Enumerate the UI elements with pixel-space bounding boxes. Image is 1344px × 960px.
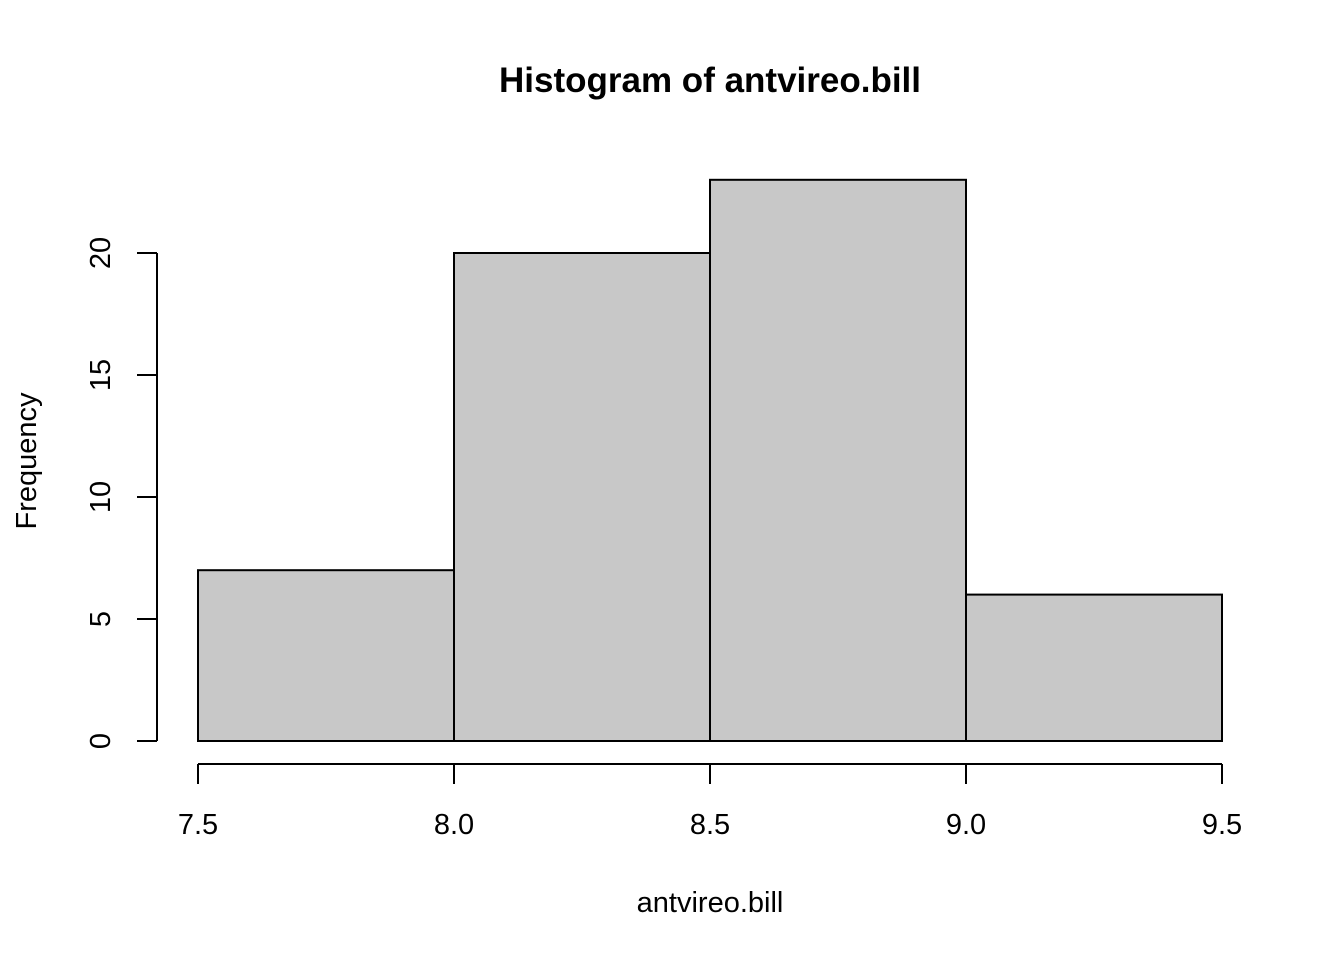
histogram-bar-1 bbox=[197, 569, 455, 743]
y-axis-label: Frequency bbox=[11, 392, 43, 530]
histogram-bar-3 bbox=[709, 178, 967, 743]
x-tick-label: 9.0 bbox=[946, 809, 986, 841]
x-tick-label: 8.0 bbox=[434, 809, 474, 841]
x-axis-label: antvireo.bill bbox=[637, 887, 784, 919]
y-tick-label: 20 bbox=[85, 237, 117, 269]
chart-title: Histogram of antvireo.bill bbox=[499, 61, 921, 100]
x-tick-label: 8.5 bbox=[690, 809, 730, 841]
y-axis: 0 5 10 15 20 bbox=[85, 237, 158, 749]
x-tick-label: 9.5 bbox=[1202, 809, 1242, 841]
histogram-bar-2 bbox=[453, 252, 711, 742]
y-tick-label: 10 bbox=[85, 481, 117, 513]
y-tick-label: 5 bbox=[85, 611, 117, 627]
bars-group bbox=[197, 178, 1223, 743]
x-axis: 7.5 8.0 8.5 9.0 9.5 bbox=[178, 763, 1242, 841]
histogram-bar-4 bbox=[965, 593, 1223, 742]
y-tick-label: 15 bbox=[85, 359, 117, 391]
y-tick-label: 0 bbox=[85, 733, 117, 749]
x-tick-label: 7.5 bbox=[178, 809, 218, 841]
